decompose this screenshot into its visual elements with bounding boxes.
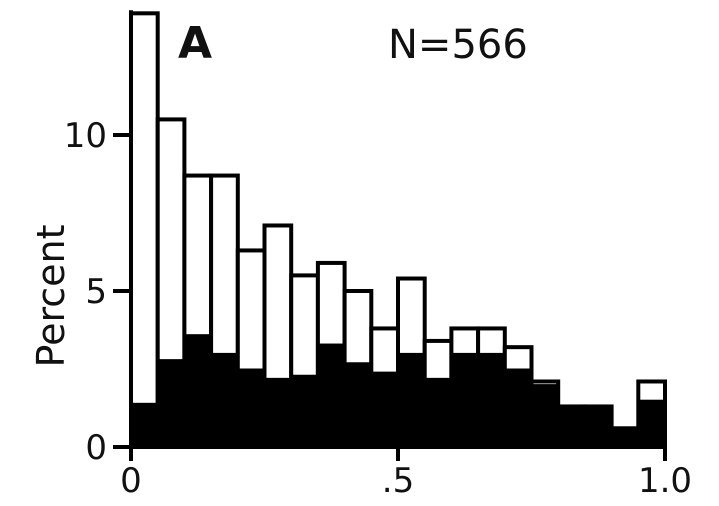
- bar-filled-19: [637, 399, 666, 448]
- bar-filled-4: [237, 368, 266, 448]
- bar-open-0: [129, 11, 160, 449]
- bar-filled-9: [370, 371, 399, 448]
- x-tick-label-1: .5: [382, 461, 414, 501]
- bar-filled-11: [424, 377, 452, 448]
- bar-filled-0: [130, 402, 159, 448]
- y-axis-title: Percent: [29, 225, 73, 368]
- y-tick-label-2: 10: [64, 116, 107, 156]
- bar-filled-10: [397, 352, 426, 448]
- bar-filled-6: [290, 374, 319, 448]
- bar-filled-1: [157, 359, 185, 448]
- y-tick-label-0: 0: [85, 428, 107, 468]
- bar-filled-8: [344, 362, 372, 448]
- bar-filled-12: [450, 352, 479, 448]
- bar-filled-18: [611, 427, 639, 448]
- bar-filled-15: [531, 384, 559, 448]
- y-tick-label-1: 5: [85, 272, 107, 312]
- bar-filled-7: [317, 343, 346, 448]
- bar-filled-2: [183, 334, 212, 448]
- bar-filled-16: [557, 405, 586, 448]
- ticks-group: 0 5 10 0 .5 1.0: [64, 116, 692, 501]
- bar-filled-13: [477, 352, 506, 448]
- filled-bars-group: [130, 334, 666, 448]
- bar-filled-17: [584, 405, 613, 448]
- panel-label: A: [178, 18, 212, 69]
- x-tick-label-2: 1.0: [638, 461, 692, 501]
- sample-size-annotation: N=566: [388, 22, 528, 68]
- bar-filled-14: [504, 368, 532, 448]
- bar-filled-3: [210, 352, 239, 448]
- bar-filled-5: [264, 377, 292, 448]
- x-tick-label-0: 0: [120, 461, 142, 501]
